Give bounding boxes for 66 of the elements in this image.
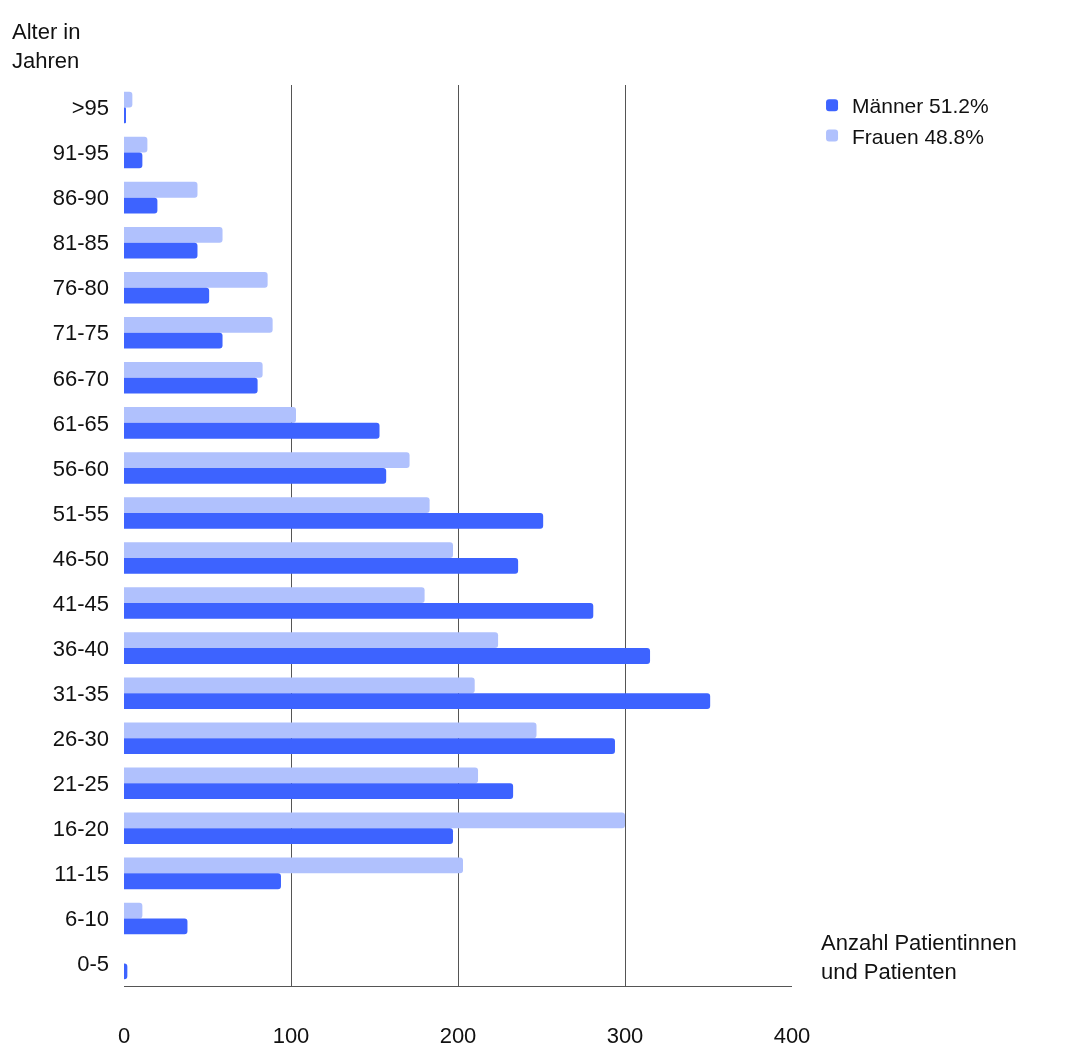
bar [124,812,625,829]
legend-label: Frauen 48.8% [852,124,984,148]
legend-label: Männer 51.2% [852,94,989,118]
x-tick-label: 300 [606,1023,644,1049]
bar [124,152,143,169]
y-tick-label: 76-80 [52,275,109,301]
y-tick-label: 6-10 [64,906,109,932]
bar [124,677,475,694]
y-tick-label: 86-90 [52,185,109,211]
bar [124,226,223,243]
y-tick-label: 36-40 [52,635,109,661]
y-tick-label: 66-70 [52,365,109,391]
bar [124,242,198,259]
y-axis-title: Alter in Jahren [12,19,81,73]
bar [124,91,133,108]
y-tick-label: >95 [71,95,109,121]
bar [124,467,387,484]
bar [124,693,711,709]
bar [124,181,198,198]
bar [124,558,519,574]
bar [124,587,425,604]
bar [124,603,594,619]
y-tick-label: 56-60 [52,455,109,481]
bar [124,422,380,439]
y-tick-label: 71-75 [52,320,109,346]
bar [124,722,537,739]
x-axis-title: Anzahl Patientinnen und Patienten [821,930,1017,984]
x-tick-label: 0 [117,1023,131,1049]
y-tick-label: 26-30 [52,725,109,751]
bar [124,317,273,333]
bar [124,767,479,784]
bar [124,362,263,378]
y-tick-label: 81-85 [52,230,109,256]
bar [124,857,464,874]
bar [124,332,223,349]
bar [124,407,297,423]
bar [124,783,514,800]
y-tick-label: 91-95 [52,140,109,166]
x-tick-label: 100 [272,1023,310,1049]
bar [124,452,410,468]
bar [124,271,268,288]
bar [124,497,430,513]
y-tick-label: 51-55 [52,500,109,526]
bar [124,287,210,304]
bar [124,542,453,559]
x-tick-label: 200 [439,1023,477,1049]
bar [124,632,499,649]
bar [124,136,148,153]
y-tick-label: 61-65 [52,410,109,436]
bar [124,873,281,890]
bar [124,918,188,935]
y-tick-label: 16-20 [52,816,109,842]
bar [124,902,143,919]
y-tick-label: 11-15 [54,861,109,887]
bar [124,377,258,394]
bar [124,197,158,214]
bar [124,828,453,845]
y-tick-label: 31-35 [52,680,109,706]
y-tick-label: 41-45 [52,590,109,616]
x-tick-label: 400 [773,1023,811,1049]
y-tick-label: 46-50 [52,545,109,571]
y-tick-label: 0-5 [77,951,109,977]
bar [124,512,544,529]
bar [124,648,651,664]
bar [124,738,615,754]
y-tick-label: 21-25 [52,770,109,796]
